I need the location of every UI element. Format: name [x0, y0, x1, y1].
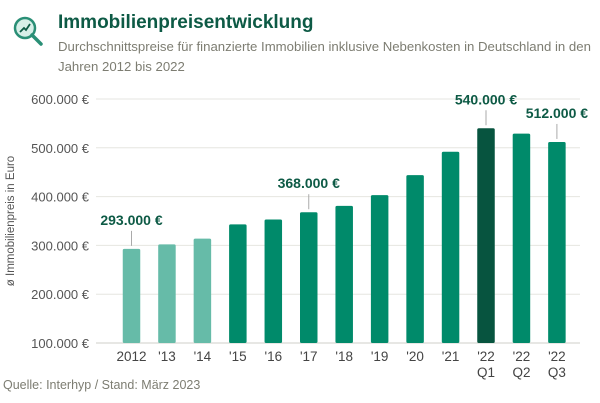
bar [477, 128, 495, 343]
bar [193, 238, 212, 343]
y-tick-label: 400.000 € [31, 190, 90, 205]
bar [335, 205, 353, 343]
data-label: 540.000 € [455, 91, 517, 107]
bar [370, 195, 389, 343]
x-tick-label: 2012 [116, 349, 146, 364]
y-tick-label: 200.000 € [31, 287, 90, 302]
bar [512, 133, 531, 343]
x-tick-label: '22 [548, 349, 566, 364]
source-note: Quelle: Interhyp / Stand: März 2023 [3, 378, 201, 392]
bar [548, 141, 566, 343]
x-tick-label: '22 [513, 349, 531, 364]
x-tick-label: '18 [335, 349, 353, 364]
x-tick-label: '13 [158, 349, 176, 364]
x-tick-label: '16 [265, 349, 283, 364]
bar [406, 175, 424, 343]
x-tick-label: '19 [371, 349, 389, 364]
bar [229, 224, 247, 343]
x-tick-label: '20 [406, 349, 424, 364]
x-tick-label: Q2 [512, 365, 530, 380]
bar [158, 244, 176, 343]
data-label: 293.000 € [100, 212, 162, 228]
y-tick-label: 500.000 € [31, 141, 90, 156]
bar [441, 151, 460, 343]
y-tick-label: 600.000 € [31, 92, 90, 107]
y-tick-label: 300.000 € [31, 238, 90, 253]
data-label: 512.000 € [526, 105, 588, 121]
bar [264, 219, 283, 343]
bar [122, 248, 141, 343]
x-tick-label: '21 [442, 349, 460, 364]
x-tick-label: Q1 [477, 365, 495, 380]
y-tick-label: 100.000 € [31, 336, 90, 351]
x-tick-label: '17 [300, 349, 318, 364]
chart-title: Immobilienpreisentwicklung [58, 12, 314, 33]
data-label: 368.000 € [278, 175, 340, 191]
magnifier-trend-icon [13, 16, 43, 46]
x-tick-label: '22 [477, 349, 495, 364]
x-tick-label: Q3 [548, 365, 566, 380]
y-axis-label: ø Immobilienpreis in Euro [5, 156, 17, 286]
bar [300, 212, 318, 343]
x-tick-label: '14 [194, 349, 212, 364]
x-tick-label: '15 [229, 349, 247, 364]
chart-subtitle: Durchschnittspreise für finanzierte Immo… [58, 39, 591, 74]
